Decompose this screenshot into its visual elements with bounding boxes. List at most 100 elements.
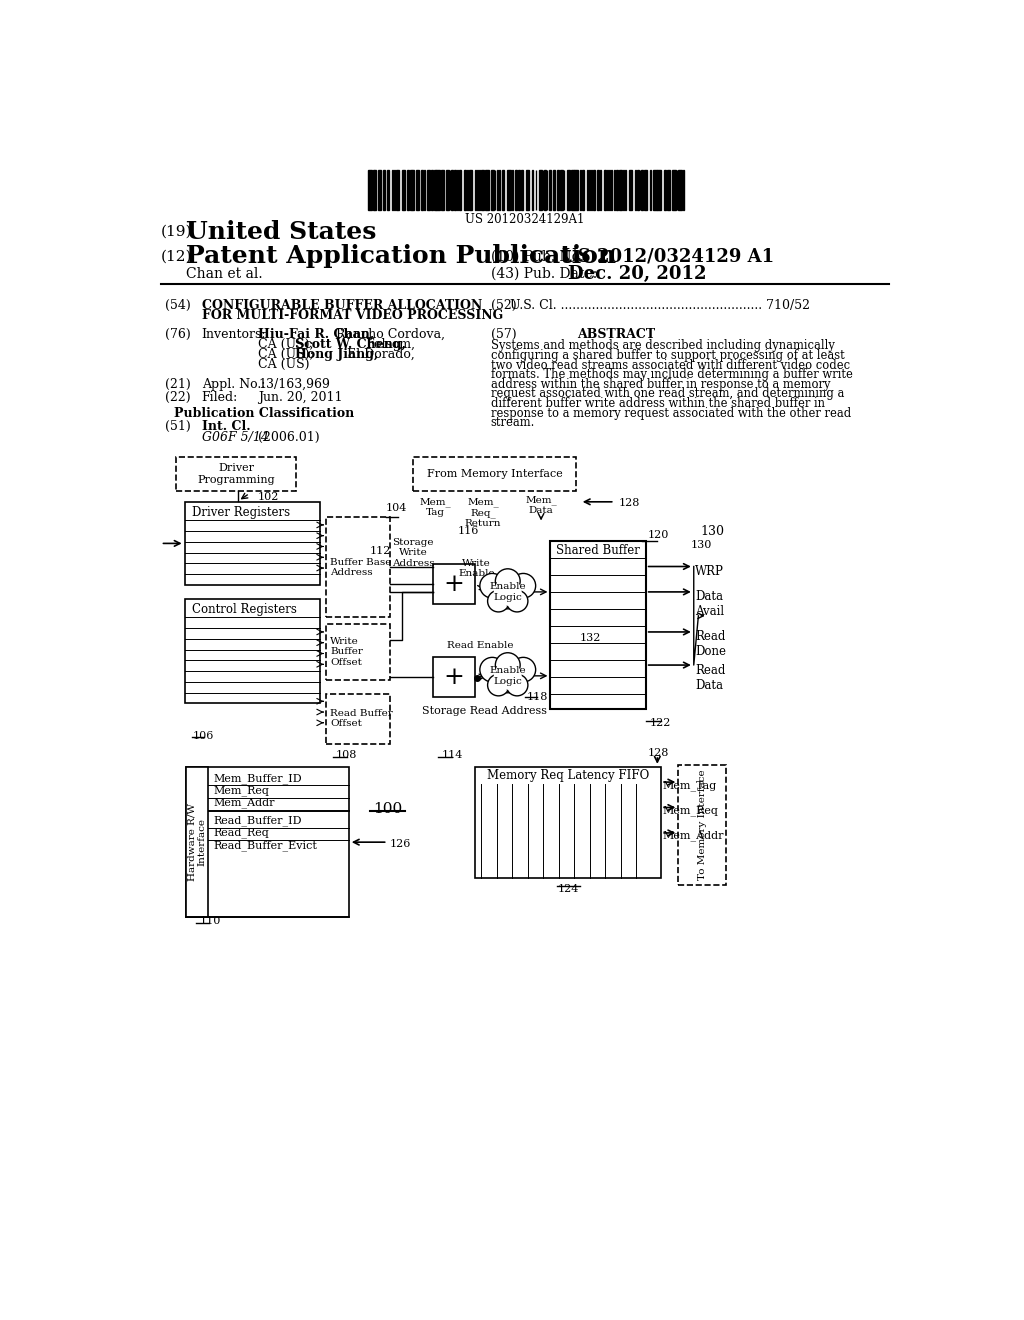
Bar [678, 766, 726, 884]
Bar [369, 170, 372, 210]
Text: U.S. Cl. .................................................... 710/52: U.S. Cl. ...............................… [510, 298, 810, 312]
Bar [327, 517, 390, 618]
Bar [485, 170, 489, 210]
Text: Int. Cl.: Int. Cl. [202, 420, 250, 433]
Text: G06F 5/14: G06F 5/14 [202, 430, 268, 444]
Circle shape [480, 573, 505, 598]
Bar [375, 170, 376, 210]
Bar [503, 170, 504, 210]
Text: Chan et al.: Chan et al. [186, 267, 263, 281]
Text: 108: 108 [336, 750, 357, 760]
Circle shape [496, 569, 520, 594]
Text: 13/163,969: 13/163,969 [258, 378, 330, 391]
Bar [327, 693, 390, 743]
Circle shape [494, 663, 521, 690]
Bar [436, 170, 439, 210]
Circle shape [494, 578, 521, 606]
Text: +: + [443, 665, 464, 689]
Bar [469, 170, 472, 210]
Text: FOR MULTI-FORMAT VIDEO PROCESSING: FOR MULTI-FORMAT VIDEO PROCESSING [202, 309, 503, 322]
Text: (12): (12) [161, 249, 193, 263]
Bar [629, 170, 632, 210]
Bar [416, 170, 420, 210]
Bar [604, 170, 606, 210]
Bar [378, 170, 381, 210]
Text: Rancho Cordova,: Rancho Cordova, [332, 327, 444, 341]
Bar [657, 170, 662, 210]
Text: (43) Pub. Date:: (43) Pub. Date: [490, 267, 597, 281]
Bar [653, 170, 656, 210]
Bar [616, 170, 617, 210]
Bar [539, 170, 542, 210]
Text: (51): (51) [165, 420, 190, 433]
Text: +: + [443, 573, 464, 595]
Bar [678, 170, 682, 210]
Text: United States: United States [186, 219, 377, 244]
Bar [591, 170, 592, 210]
Text: 132: 132 [580, 634, 601, 643]
Text: Driver Registers: Driver Registers [193, 506, 291, 519]
Text: response to a memory request associated with the other read: response to a memory request associated … [490, 407, 851, 420]
Bar [571, 170, 573, 210]
Text: Systems and methods are described including dynamically: Systems and methods are described includ… [490, 339, 835, 352]
Text: Mem_Req: Mem_Req [663, 805, 719, 816]
Text: From Memory Interface: From Memory Interface [427, 469, 562, 479]
Bar [637, 170, 639, 210]
Text: 128: 128 [647, 748, 669, 758]
Bar [427, 170, 430, 210]
Text: (57): (57) [490, 327, 516, 341]
Bar [521, 170, 523, 210]
Text: 102: 102 [257, 492, 279, 502]
Text: different buffer write address within the shared buffer in: different buffer write address within th… [490, 397, 824, 411]
Bar [587, 170, 589, 210]
Text: Hardware R/W
Interface: Hardware R/W Interface [187, 803, 207, 880]
Text: (54): (54) [165, 298, 190, 312]
Text: Publication Classification: Publication Classification [173, 407, 353, 420]
Bar [477, 170, 478, 210]
Text: To Memory Interface: To Memory Interface [697, 770, 707, 880]
Text: 130: 130 [690, 540, 712, 550]
Text: Shared Buffer: Shared Buffer [556, 544, 640, 557]
Text: 104: 104 [386, 503, 408, 513]
Text: Mem_Addr: Mem_Addr [663, 830, 724, 841]
Bar [641, 170, 643, 210]
Bar [554, 170, 555, 210]
Text: 122: 122 [649, 718, 671, 727]
Bar [597, 170, 599, 210]
Text: 100: 100 [373, 803, 402, 816]
Bar [432, 657, 475, 697]
Text: Patent Application Publication: Patent Application Publication [186, 244, 616, 268]
Text: Appl. No.:: Appl. No.: [202, 378, 265, 391]
Bar [649, 170, 651, 210]
Bar [387, 170, 389, 210]
Text: Control Registers: Control Registers [193, 603, 297, 616]
Text: Storage
Write
Address: Storage Write Address [392, 539, 434, 568]
Text: Mem_
Data: Mem_ Data [525, 495, 557, 515]
Bar [481, 170, 483, 210]
Circle shape [496, 653, 520, 677]
Text: Read Buffer
Offset: Read Buffer Offset [331, 709, 393, 729]
Text: Storage Read Address: Storage Read Address [422, 706, 547, 717]
Text: 128: 128 [618, 498, 640, 508]
Text: Mem_Addr: Mem_Addr [213, 797, 274, 808]
Text: 118: 118 [527, 693, 549, 702]
Text: (19): (19) [161, 224, 193, 239]
Bar [184, 502, 321, 585]
Text: Write
Enable: Write Enable [459, 558, 495, 578]
Bar [667, 170, 670, 210]
Text: Enable
Logic: Enable Logic [489, 582, 526, 602]
Circle shape [487, 590, 509, 612]
Bar [549, 170, 551, 210]
Bar [567, 170, 569, 210]
Text: US 20120324129A1: US 20120324129A1 [465, 213, 585, 226]
Bar [467, 170, 468, 210]
Bar [550, 541, 646, 709]
Circle shape [511, 657, 536, 682]
Text: Hiu-Fai R. Chan,: Hiu-Fai R. Chan, [258, 327, 375, 341]
Circle shape [506, 675, 528, 696]
Bar [618, 170, 622, 210]
Text: Enable
Logic: Enable Logic [489, 667, 526, 685]
Text: US 2012/0324129 A1: US 2012/0324129 A1 [562, 247, 774, 265]
Text: 130: 130 [700, 525, 724, 539]
Circle shape [490, 659, 524, 693]
